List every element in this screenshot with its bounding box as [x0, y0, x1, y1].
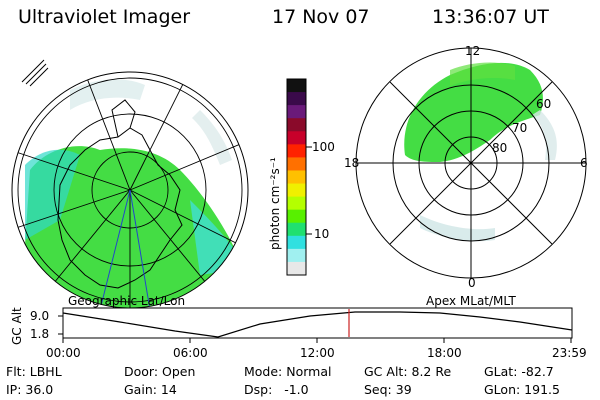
apex-panel-label: Apex MLat/MLT — [426, 294, 516, 308]
colorbar-band — [287, 79, 306, 93]
geographic-panel-label: Geographic Lat/Lon — [68, 294, 186, 308]
colorbar-unit-label: photon cm⁻²s⁻¹ — [268, 157, 282, 250]
colorbar-band — [287, 105, 306, 119]
glat-info: GLat: -82.7 — [484, 364, 554, 379]
xtick-2359: 23:59 — [552, 346, 587, 360]
gc-alt-info: GC Alt: 8.2 Re — [364, 364, 452, 379]
colorbar-band — [287, 144, 306, 158]
colorbar-band — [287, 92, 306, 106]
color-bar — [287, 79, 306, 276]
direction-arrow-icon — [21, 59, 49, 87]
colorbar-tick-10: 10 — [314, 227, 330, 241]
xtick-0000: 00:00 — [46, 346, 81, 360]
mlt-label-6: 6 — [580, 156, 588, 170]
instrument-title: Ultraviolet Imager — [18, 6, 191, 28]
colorbar-band — [287, 248, 306, 263]
ip-info: IP: 36.0 — [6, 382, 54, 397]
geographic-map-panel — [11, 59, 249, 309]
mlt-label-0: 0 — [468, 276, 476, 290]
aurora-oval — [404, 62, 543, 162]
date-label: 17 Nov 07 — [272, 6, 370, 28]
time-label: 13:36:07 UT — [432, 6, 549, 28]
colorbar-band — [287, 222, 306, 237]
mlat-label-60: 60 — [536, 97, 552, 111]
colorbar-band — [287, 157, 306, 171]
mlt-label-18: 18 — [344, 156, 360, 170]
altitude-ylabel: GC Alt — [10, 307, 24, 345]
mlat-label-80: 80 — [492, 141, 508, 155]
door-info: Door: Open — [124, 364, 196, 379]
mlt-label-12: 12 — [465, 44, 481, 58]
colorbar-band — [287, 261, 306, 276]
apex-mlat-mlt-panel — [355, 47, 587, 279]
altitude-plot — [58, 307, 573, 343]
colorbar-band — [287, 170, 306, 185]
colorbar-band — [287, 183, 306, 198]
colorbar-tick-100: 100 — [312, 140, 335, 154]
colorbar-band — [287, 131, 306, 145]
gain-info: Gain: 14 — [124, 382, 177, 397]
mlat-label-70: 70 — [512, 121, 528, 135]
colorbar-band — [287, 196, 306, 211]
dsp-info: Dsp: -1.0 — [244, 382, 309, 397]
color-bar-frame — [286, 78, 307, 276]
glon-info: GLon: 191.5 — [484, 382, 560, 397]
colorbar-band — [287, 209, 306, 224]
seq-info: Seq: 39 — [364, 382, 412, 397]
xtick-1800: 18:00 — [427, 346, 462, 360]
filter-info: Flt: LBHL — [6, 364, 62, 379]
altitude-ytick-1_8: 1.8 — [30, 327, 50, 341]
altitude-curve — [62, 311, 573, 338]
colorbar-band — [287, 235, 306, 250]
xtick-0600: 06:00 — [173, 346, 208, 360]
mode-info: Mode: Normal — [244, 364, 332, 379]
colorbar-band — [287, 118, 306, 132]
altitude-ytick-9: 9.0 — [30, 309, 50, 323]
xtick-1200: 12:00 — [300, 346, 335, 360]
